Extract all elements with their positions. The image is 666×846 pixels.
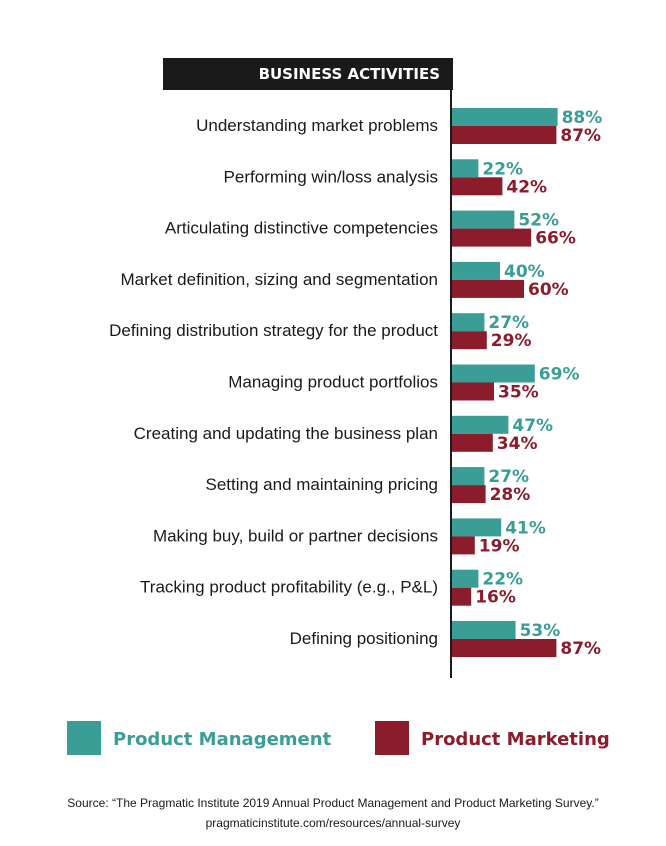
- category-label: Defining distribution strategy for the p…: [109, 321, 438, 340]
- bar-product-marketing: [452, 587, 472, 606]
- bar-product-marketing: [452, 177, 503, 196]
- bar-product-management: [452, 159, 479, 178]
- category-label: Articulating distinctive competencies: [165, 219, 438, 238]
- bar-product-marketing: [452, 433, 493, 452]
- value-label: 88%: [562, 108, 603, 128]
- value-label: 22%: [482, 570, 523, 590]
- bar-product-marketing: [452, 485, 486, 504]
- source-line-1: Source: “The Pragmatic Institute 2019 An…: [67, 796, 599, 810]
- value-label: 34%: [497, 434, 538, 454]
- value-label: 87%: [560, 639, 601, 659]
- value-label: 27%: [488, 467, 529, 487]
- category-label: Managing product portfolios: [228, 373, 438, 392]
- legend-swatch: [375, 721, 409, 755]
- bar-product-marketing: [452, 536, 475, 555]
- bar-product-marketing: [452, 331, 487, 350]
- value-label: 35%: [498, 383, 539, 403]
- header-box: [163, 58, 453, 90]
- legend-label: Product Marketing: [421, 729, 610, 750]
- category-label: Market definition, sizing and segmentati…: [120, 270, 438, 289]
- bar-product-marketing: [452, 126, 557, 144]
- bar-product-management: [452, 621, 516, 639]
- category-label: Understanding market problems: [196, 116, 438, 135]
- bar-product-marketing: [452, 228, 532, 247]
- value-label: 52%: [518, 211, 559, 231]
- value-label: 29%: [491, 331, 532, 351]
- category-label: Making buy, build or partner decisions: [153, 526, 438, 545]
- bar-product-management: [452, 467, 485, 486]
- category-label: Setting and maintaining pricing: [206, 475, 438, 494]
- bars-group: Understanding market problems 88%87%Perfo…: [109, 108, 602, 659]
- bar-product-marketing: [452, 382, 494, 401]
- bar-product-management: [452, 415, 509, 434]
- value-label: 53%: [520, 621, 561, 641]
- category-label: Performing win/loss analysis: [224, 167, 438, 186]
- value-label: 60%: [528, 280, 569, 300]
- value-label: 27%: [488, 313, 529, 333]
- bar-product-marketing: [452, 639, 557, 657]
- value-label: 87%: [560, 126, 601, 146]
- value-label: 16%: [475, 588, 516, 608]
- bar-product-management: [452, 518, 502, 537]
- legend: Product Management Product Marketing: [67, 721, 610, 755]
- value-label: 22%: [482, 159, 523, 179]
- value-label: 69%: [539, 365, 580, 385]
- bar-product-management: [452, 210, 515, 229]
- value-label: 47%: [512, 416, 553, 436]
- chart-title: BUSINESS ACTIVITIES: [259, 65, 440, 83]
- category-label: Creating and updating the business plan: [134, 424, 438, 443]
- value-label: 42%: [506, 177, 547, 197]
- legend-label: Product Management: [113, 729, 332, 750]
- bar-product-management: [452, 569, 479, 588]
- value-label: 40%: [504, 262, 545, 282]
- bar-product-management: [452, 313, 485, 332]
- source-line-2: pragmaticinstitute.com/resources/annual-…: [205, 816, 461, 830]
- bar-product-management: [452, 364, 535, 383]
- value-label: 41%: [505, 518, 546, 538]
- bar-product-marketing: [452, 279, 524, 298]
- bar-product-management: [452, 108, 558, 126]
- category-label: Defining positioning: [290, 629, 438, 648]
- value-label: 66%: [535, 229, 576, 249]
- bar-product-management: [452, 261, 500, 280]
- value-label: 19%: [479, 536, 520, 556]
- value-label: 28%: [490, 485, 531, 505]
- category-label: Tracking product profitability (e.g., P&…: [140, 578, 438, 597]
- legend-swatch: [67, 721, 101, 755]
